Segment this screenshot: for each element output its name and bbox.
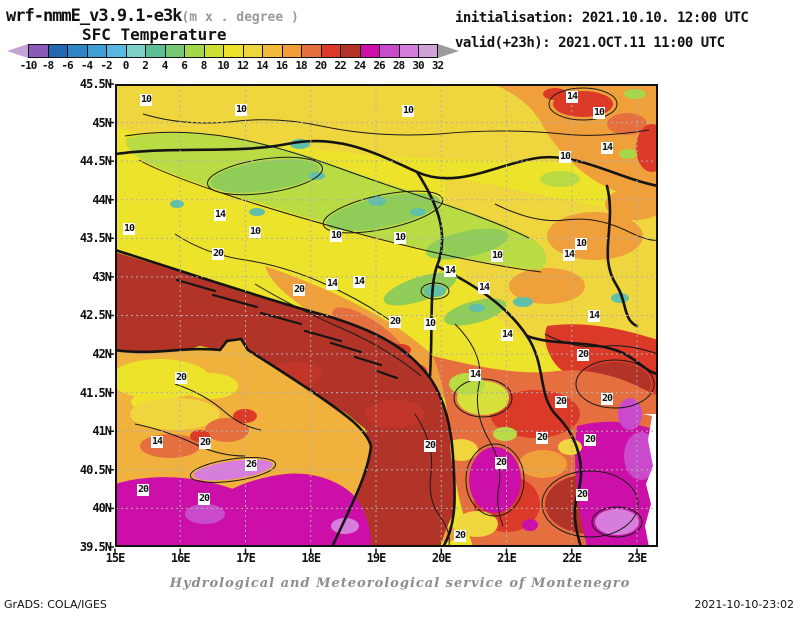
colorbar — [7, 44, 459, 58]
map-svg — [109, 83, 658, 554]
lon-label: 19E — [366, 551, 387, 565]
colorbar-segments — [28, 44, 438, 58]
colorbar-segment — [47, 44, 67, 58]
forecast-info: initialisation: 2021.10.10. 12:00 UTC val… — [455, 6, 749, 56]
map-border — [115, 84, 658, 547]
lon-label: 17E — [236, 551, 256, 565]
lat-label: 45.5N — [79, 77, 112, 91]
valid-line: valid(+23h): 2021.OCT.11 11:00 UTC — [455, 35, 725, 51]
map-frame — [109, 83, 658, 554]
render-timestamp: 2021-10-10-23:02 — [694, 598, 794, 611]
model-title-text: wrf-nmmE_v3.9.1-e3k — [6, 6, 182, 26]
lon-label: 15E — [105, 551, 126, 565]
colorbar-segment — [242, 44, 262, 58]
colorbar-segment — [203, 44, 223, 58]
colorbar-segment — [145, 44, 165, 58]
lat-label: 44N — [92, 192, 112, 207]
axis-ticks — [109, 83, 638, 554]
colorbar-tick-label: -2 — [100, 59, 112, 72]
lat-label: 39.5N — [79, 539, 112, 554]
colorbar-segment — [164, 44, 184, 58]
colorbar-segment — [125, 44, 145, 58]
lat-label: 41.5N — [79, 385, 112, 400]
colorbar-tick-label: 32 — [431, 59, 444, 72]
colorbar-tick-label: -10 — [19, 59, 38, 72]
colorbar-segment — [301, 44, 321, 58]
lon-label: 20E — [431, 551, 452, 565]
colorbar-tick-label: 24 — [353, 59, 366, 72]
lat-label: 42.5N — [79, 308, 112, 323]
lon-label: 21E — [497, 551, 517, 565]
colorbar-tick-label: -6 — [61, 59, 73, 72]
colorbar-segment — [359, 44, 379, 58]
colorbar-tick-label: 4 — [161, 59, 169, 72]
colorbar-right-arrow — [437, 44, 459, 58]
lon-label: 23E — [627, 551, 648, 565]
model-units-text: (m x . degree ) — [181, 10, 299, 25]
colorbar-tick-label: 26 — [373, 59, 385, 72]
sea-region — [115, 252, 455, 547]
colorbar-tick-label: 14 — [256, 59, 268, 72]
colorbar-tick-label: 2 — [142, 59, 149, 72]
colorbar-tick-label: 10 — [217, 59, 229, 72]
field-title: SFC Temperature — [82, 25, 227, 44]
colorbar-segment — [379, 44, 399, 58]
contour-lines — [124, 87, 658, 547]
colorbar-tick-label: -4 — [80, 59, 93, 72]
colorbar-segment — [28, 44, 48, 58]
colorbar-tick-label: 0 — [122, 59, 130, 72]
colorbar-segment — [398, 44, 418, 58]
colorbar-segment — [106, 44, 126, 58]
colorbar-left-arrow — [7, 44, 28, 58]
colorbar-segment — [262, 44, 282, 58]
colorbar-tick-label: 6 — [181, 59, 188, 72]
colorbar-segment — [86, 44, 106, 58]
colorbar-segment — [418, 44, 438, 58]
lat-label: 45N — [92, 115, 112, 130]
lat-label: 42N — [92, 347, 112, 362]
lon-label: 16E — [170, 551, 191, 565]
cold-spots — [170, 139, 629, 312]
lon-label: 22E — [562, 551, 582, 565]
colorbar-tick-label: 20 — [314, 59, 327, 72]
service-credit-line: Hydrological and Meteorological service … — [169, 576, 631, 591]
colorbar-tick-label: 12 — [236, 59, 249, 72]
colorbar-tick-label: 8 — [200, 59, 208, 72]
lat-label: 40.5N — [79, 462, 112, 477]
colorbar-tick-label: -8 — [41, 59, 54, 72]
colorbar-segment — [320, 44, 340, 58]
lat-label: 41N — [92, 424, 112, 439]
lat-label: 44.5N — [79, 154, 112, 169]
colorbar-segment — [223, 44, 243, 58]
colorbar-segment — [184, 44, 204, 58]
colorbar-segment — [340, 44, 360, 58]
colorbar-tick-label: 30 — [412, 59, 424, 72]
model-title: wrf-nmmE_v3.9.1-e3k(m x . degree ) — [6, 6, 299, 26]
lat-label: 43N — [92, 269, 112, 284]
colorbar-tick-label: 16 — [275, 59, 288, 72]
adriatic-islands — [175, 278, 399, 380]
data-void-strip — [643, 414, 658, 547]
colorbar-segment — [67, 44, 87, 58]
grads-credit: GrADS: COLA/IGES — [4, 598, 107, 611]
colorbar-tick-label: 28 — [392, 59, 405, 72]
colorbar-segment — [281, 44, 301, 58]
lat-label: 40N — [92, 501, 112, 516]
italy-region — [115, 339, 371, 547]
colorbar-tick-label: 22 — [334, 59, 346, 72]
init-line: initialisation: 2021.10.10. 12:00 UTC — [455, 10, 749, 26]
lat-label: 43.5N — [79, 231, 112, 246]
colorbar-tick-label: 18 — [295, 59, 307, 72]
lon-label: 18E — [301, 551, 321, 565]
